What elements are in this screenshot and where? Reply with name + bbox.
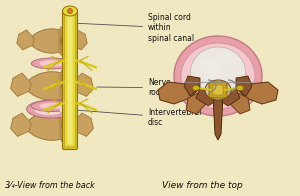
Ellipse shape — [174, 36, 262, 116]
Polygon shape — [26, 112, 78, 140]
Text: Spinal cord
within
spinal canal: Spinal cord within spinal canal — [74, 13, 194, 43]
Polygon shape — [11, 73, 31, 96]
Polygon shape — [59, 114, 76, 138]
Ellipse shape — [31, 101, 73, 112]
Ellipse shape — [39, 60, 65, 67]
Polygon shape — [196, 88, 214, 106]
Polygon shape — [184, 76, 200, 96]
FancyBboxPatch shape — [68, 15, 73, 144]
Polygon shape — [73, 113, 93, 136]
Text: Intervertebral
disc: Intervertebral disc — [78, 108, 201, 127]
Ellipse shape — [68, 8, 73, 14]
FancyBboxPatch shape — [209, 82, 227, 98]
Polygon shape — [158, 82, 200, 104]
Ellipse shape — [31, 58, 73, 69]
Polygon shape — [17, 30, 34, 50]
Text: Nerve
root: Nerve root — [97, 78, 171, 97]
Text: 3⁄₄-View from the back: 3⁄₄-View from the back — [5, 181, 95, 191]
Ellipse shape — [236, 85, 244, 91]
Ellipse shape — [215, 52, 233, 64]
Polygon shape — [70, 30, 87, 50]
Ellipse shape — [193, 85, 200, 91]
Ellipse shape — [205, 80, 231, 100]
Ellipse shape — [208, 69, 224, 79]
Ellipse shape — [62, 79, 74, 93]
Ellipse shape — [181, 43, 255, 109]
Ellipse shape — [62, 119, 74, 133]
Polygon shape — [11, 113, 31, 136]
Ellipse shape — [190, 47, 245, 97]
Ellipse shape — [39, 103, 65, 109]
Ellipse shape — [61, 69, 70, 74]
FancyBboxPatch shape — [62, 9, 77, 150]
Text: View from the top: View from the top — [162, 181, 243, 191]
Polygon shape — [222, 88, 240, 106]
Polygon shape — [226, 92, 250, 114]
Polygon shape — [186, 92, 210, 114]
Ellipse shape — [61, 109, 70, 114]
Polygon shape — [236, 82, 278, 104]
Polygon shape — [73, 73, 93, 96]
Ellipse shape — [62, 6, 77, 16]
Ellipse shape — [27, 100, 77, 118]
FancyBboxPatch shape — [213, 85, 223, 95]
Polygon shape — [213, 96, 223, 140]
Polygon shape — [58, 31, 72, 51]
Polygon shape — [26, 72, 78, 100]
Ellipse shape — [59, 104, 73, 114]
Ellipse shape — [61, 97, 70, 103]
Polygon shape — [30, 29, 74, 53]
Polygon shape — [59, 74, 76, 98]
Ellipse shape — [34, 103, 64, 115]
Ellipse shape — [60, 51, 68, 56]
Ellipse shape — [61, 137, 70, 143]
Ellipse shape — [60, 35, 71, 47]
Polygon shape — [236, 76, 252, 96]
Ellipse shape — [60, 26, 68, 31]
Ellipse shape — [200, 58, 220, 74]
FancyBboxPatch shape — [64, 12, 76, 147]
